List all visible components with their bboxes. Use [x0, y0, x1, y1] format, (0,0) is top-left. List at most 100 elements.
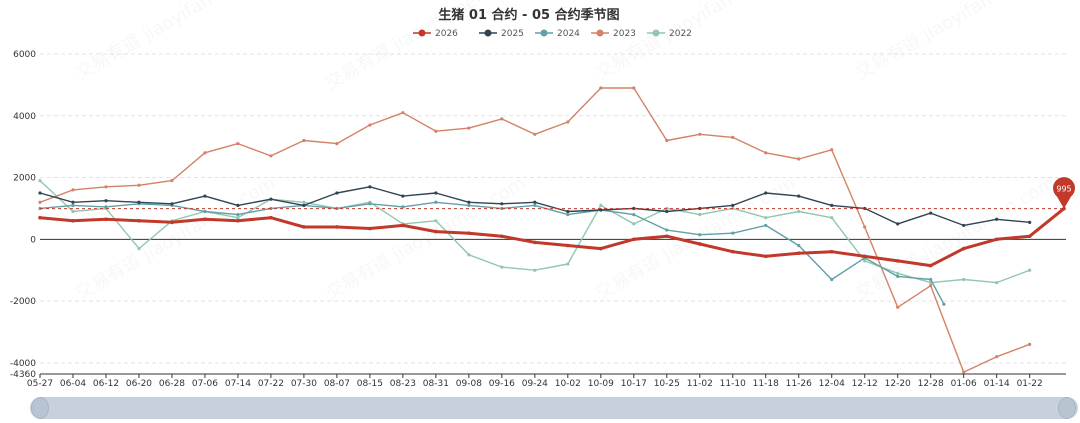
chart-title: 生猪 01 合约 - 05 合约季节图	[438, 7, 619, 23]
zoom-handle-left[interactable]	[31, 397, 49, 419]
data-point-2022	[467, 253, 471, 257]
data-point-2026	[401, 223, 405, 228]
legend-marker[interactable]	[540, 29, 548, 37]
data-point-2026	[599, 246, 603, 251]
x-axis: 05-27 06-04 06-12 06-20 06-28 07-06 07-14 07-22…	[27, 374, 1043, 389]
data-point-2026	[500, 234, 504, 239]
legend-marker[interactable]	[484, 29, 492, 37]
data-point-2025	[1028, 220, 1032, 224]
data-point-2026	[269, 215, 273, 220]
data-point-2025	[269, 197, 273, 201]
data-point-2024	[368, 202, 372, 206]
data-point-2025	[995, 217, 999, 221]
data-point-2026	[467, 231, 471, 235]
data-point-2025	[896, 222, 900, 226]
data-point-2023	[434, 129, 438, 133]
x-tick-label: 08-15	[357, 379, 383, 389]
data-point-2024	[401, 205, 405, 209]
x-tick-label: 07-06	[192, 379, 218, 389]
data-point-2025	[203, 194, 207, 198]
data-point-2025	[137, 200, 141, 204]
y-tick-label: -4000	[10, 359, 36, 369]
data-point-2024	[942, 302, 946, 306]
data-point-2023	[929, 284, 933, 288]
data-point-2023	[302, 138, 306, 143]
data-point-2024	[566, 213, 570, 217]
data-point-2024	[764, 223, 768, 228]
x-tick-label: 10-25	[654, 379, 680, 389]
data-zoom-slider[interactable]	[30, 397, 1078, 419]
data-point-2022	[698, 213, 702, 217]
data-point-2025	[764, 191, 768, 195]
grid	[40, 53, 1066, 375]
data-point-2022	[797, 209, 801, 214]
y-tick-label: -2000	[10, 297, 36, 307]
legend-marker[interactable]	[652, 29, 660, 37]
data-point-2026	[368, 226, 372, 231]
x-tick-label: 06-28	[159, 379, 185, 389]
data-point-2023	[698, 132, 702, 136]
data-point-2022	[533, 268, 537, 272]
data-point-2023	[401, 111, 405, 115]
data-point-2025	[533, 200, 537, 204]
legend-label[interactable]: 2023	[613, 29, 636, 39]
y-tick-label: 6000	[13, 50, 36, 60]
x-tick-label: 10-17	[621, 379, 647, 389]
data-point-2024	[929, 277, 933, 282]
legend-label[interactable]: 2024	[557, 29, 580, 39]
data-point-2026	[137, 218, 141, 223]
data-point-2023	[170, 179, 174, 183]
data-point-2025	[302, 203, 306, 207]
zoom-handle-right[interactable]	[1058, 397, 1076, 419]
x-tick-label: 12-04	[819, 379, 845, 389]
x-tick-label: 09-24	[522, 379, 548, 389]
data-point-2025	[731, 203, 735, 207]
legend-marker[interactable]	[418, 29, 426, 37]
data-point-2026	[1027, 234, 1032, 239]
data-point-2023	[500, 117, 504, 121]
x-tick-label: 06-12	[93, 379, 119, 389]
data-point-2023	[335, 141, 339, 146]
data-point-2026	[928, 263, 933, 268]
data-point-2025	[929, 211, 933, 215]
x-tick-label: 11-02	[687, 379, 713, 389]
data-point-2025	[104, 199, 108, 203]
data-point-2023	[38, 200, 42, 204]
x-tick-label: 07-30	[291, 379, 317, 389]
legend[interactable]: 2026 2025 2024 2023 2022	[413, 29, 692, 39]
data-point-2026	[566, 243, 570, 248]
data-point-2026	[71, 218, 75, 223]
data-point-2024	[236, 213, 240, 217]
data-point-2025	[335, 191, 339, 195]
data-point-2023	[236, 141, 240, 146]
data-point-2022	[302, 200, 306, 204]
series-line-2026	[39, 207, 1065, 268]
data-point-2026	[664, 234, 669, 239]
watermark-layer: 交易有道 jiaoyifamen.com 交易有道 jiaoyifamen.com…	[72, 0, 1059, 304]
data-point-2026	[697, 242, 702, 246]
legend-marker[interactable]	[596, 29, 604, 37]
data-point-2025	[71, 200, 75, 204]
data-point-2024	[467, 203, 471, 207]
data-point-2026	[862, 254, 867, 259]
data-point-2022	[962, 277, 966, 282]
data-point-2022	[632, 222, 636, 226]
data-point-2023	[467, 126, 471, 130]
data-point-2022	[995, 280, 999, 285]
data-point-2022	[764, 216, 768, 220]
watermark-text: 交易有道 jiaoyifamen.com	[72, 173, 279, 305]
legend-label[interactable]: 2026	[435, 29, 458, 39]
data-point-2023	[1028, 342, 1032, 346]
data-point-2026	[895, 259, 900, 263]
data-point-2022	[896, 271, 900, 275]
data-point-2025	[797, 194, 801, 198]
data-point-2025	[962, 223, 966, 228]
data-point-2025	[467, 200, 471, 204]
data-point-2023	[830, 148, 834, 152]
legend-label[interactable]: 2025	[501, 29, 524, 39]
x-tick-label: 12-28	[918, 379, 944, 389]
legend-label[interactable]: 2022	[669, 29, 692, 39]
data-point-2026	[763, 254, 768, 259]
y-tick-label: 2000	[13, 174, 36, 184]
